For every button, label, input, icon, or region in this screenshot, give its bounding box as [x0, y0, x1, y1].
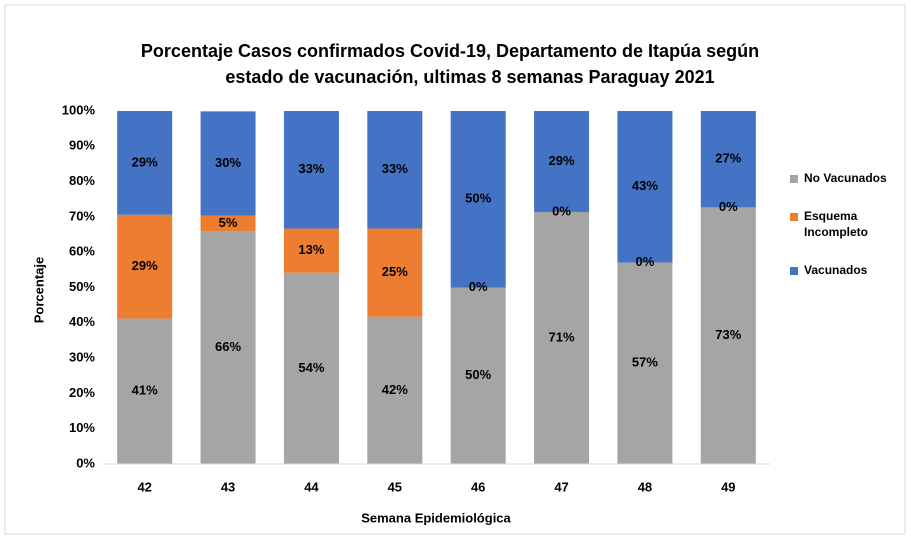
data-label: 29% — [132, 154, 158, 169]
legend-label: Vacunados — [804, 263, 868, 277]
x-tick-label: 49 — [721, 479, 735, 494]
legend: No Vacunados Esquema Incompleto Vacunados — [790, 171, 900, 302]
bar-segment — [367, 111, 423, 229]
x-tick-label: 42 — [137, 479, 151, 494]
data-label: 29% — [549, 153, 575, 168]
bar-segment — [283, 272, 339, 464]
bar-segment — [617, 262, 673, 464]
data-label: 54% — [298, 360, 324, 375]
y-tick-label: 0% — [76, 455, 95, 470]
data-label: 33% — [382, 161, 408, 176]
bar-segment — [534, 111, 590, 212]
bar-segment — [367, 228, 423, 317]
data-label: 73% — [715, 327, 741, 342]
legend-swatch — [790, 267, 798, 275]
data-label: 5% — [219, 215, 238, 230]
bar-segment — [200, 111, 256, 216]
data-label: 66% — [215, 339, 241, 354]
bar-segment — [617, 111, 673, 263]
data-label: 0% — [469, 279, 488, 294]
data-label: 29% — [132, 258, 158, 273]
data-label: 27% — [715, 151, 741, 166]
legend-label: Esquema Incompleto — [804, 209, 869, 239]
data-label: 0% — [719, 199, 738, 214]
data-label: 71% — [549, 329, 575, 344]
y-axis-label: Porcentaje — [31, 257, 46, 323]
x-tick-label: 43 — [221, 479, 235, 494]
bar-segment — [700, 111, 756, 208]
y-tick-label: 40% — [69, 314, 95, 329]
data-label: 33% — [298, 161, 324, 176]
data-label: 13% — [298, 242, 324, 257]
x-tick-label: 44 — [304, 479, 319, 494]
y-tick-label: 80% — [69, 173, 95, 188]
data-label: 30% — [215, 155, 241, 170]
x-tick-label: 48 — [638, 479, 652, 494]
bar-segment — [200, 215, 256, 232]
data-label: 42% — [382, 382, 408, 397]
x-axis-label: Semana Epidemiológica — [361, 510, 511, 525]
legend-item: Vacunados — [790, 263, 900, 278]
x-tick-label: 46 — [471, 479, 485, 494]
y-tick-label: 30% — [69, 350, 95, 365]
legend-label: No Vacunados — [804, 171, 887, 185]
data-label: 50% — [465, 367, 491, 382]
bar-segment — [534, 211, 590, 464]
legend-swatch — [790, 175, 798, 183]
x-tick-label: 45 — [388, 479, 402, 494]
data-label: 57% — [632, 355, 658, 370]
bar-segment — [117, 214, 173, 319]
y-tick-label: 20% — [69, 385, 95, 400]
bar-segment — [450, 111, 506, 288]
bar-segment — [283, 111, 339, 229]
data-label: 50% — [465, 191, 491, 206]
data-label: 0% — [552, 203, 571, 218]
data-label: 0% — [636, 254, 655, 269]
x-tick-label: 47 — [554, 479, 568, 494]
bar-segment — [200, 231, 256, 464]
y-tick-label: 10% — [69, 420, 95, 435]
y-tick-label: 60% — [69, 244, 95, 259]
data-label: 25% — [382, 264, 408, 279]
chart-title: Porcentaje Casos confirmados Covid-19, D… — [141, 41, 759, 61]
bar-segment — [450, 287, 506, 464]
chart-title: estado de vacunación, ultimas 8 semanas … — [225, 67, 714, 87]
legend-item: No Vacunados — [790, 171, 900, 186]
y-tick-label: 90% — [69, 138, 95, 153]
legend-item: Esquema Incompleto — [790, 209, 900, 240]
y-tick-label: 100% — [62, 102, 96, 117]
bar-segment — [283, 228, 339, 273]
data-label: 41% — [132, 383, 158, 398]
y-tick-label: 70% — [69, 208, 95, 223]
bar-segment — [117, 318, 173, 464]
bar-segment — [117, 111, 173, 215]
y-tick-label: 50% — [69, 279, 95, 294]
bar-segment — [700, 207, 756, 464]
data-label: 43% — [632, 178, 658, 193]
bar-segment — [367, 316, 423, 464]
legend-swatch — [790, 213, 798, 221]
